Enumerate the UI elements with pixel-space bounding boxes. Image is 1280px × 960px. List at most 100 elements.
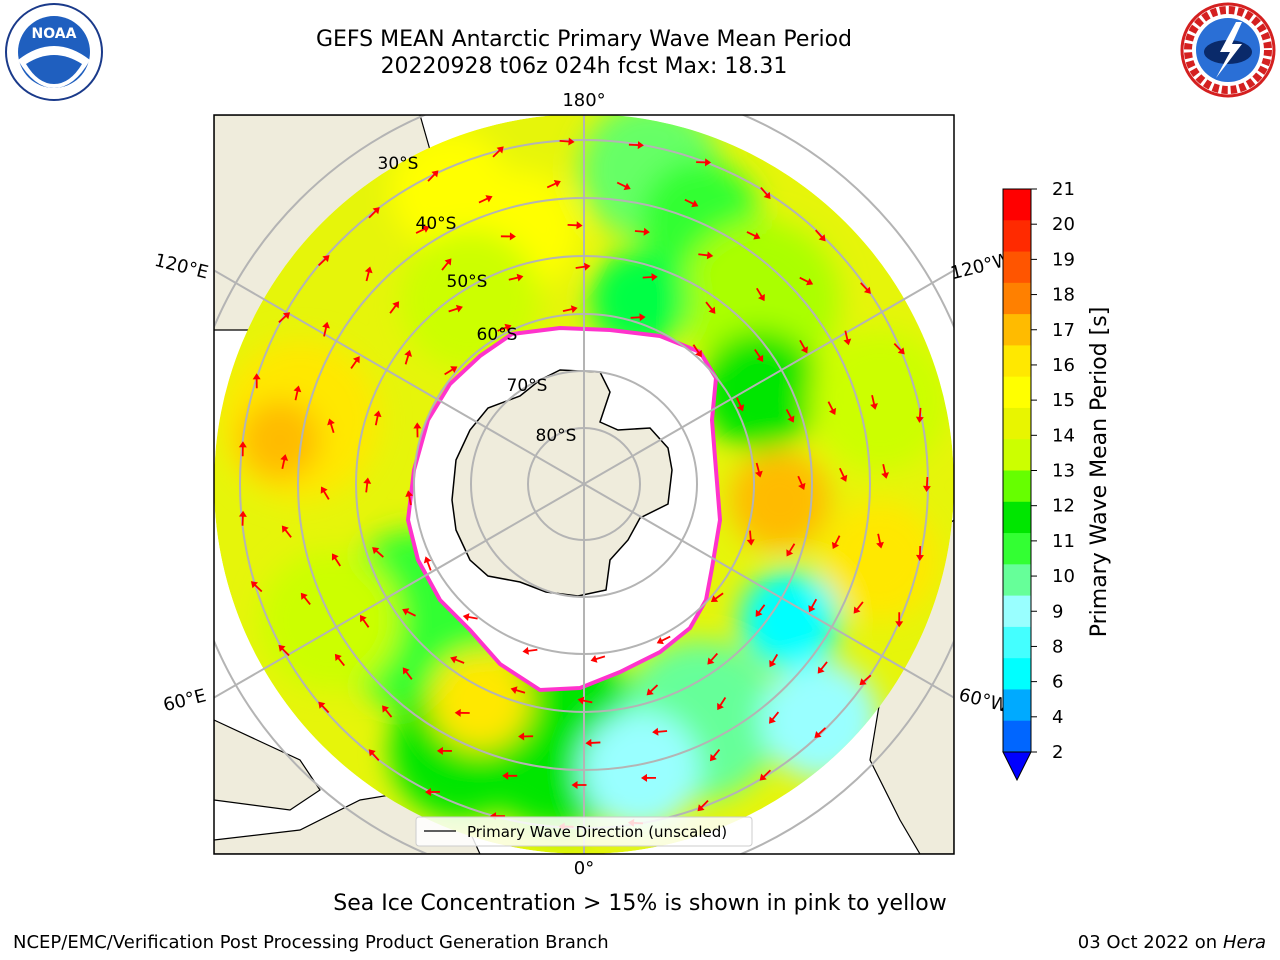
- direction-arrow: [293, 385, 302, 401]
- direction-arrow: [831, 535, 841, 550]
- direction-arrow: [756, 287, 765, 302]
- meridian-line-1: [583, 269, 954, 485]
- direction-arrow: [320, 486, 330, 500]
- colorbar-tick-label: 17: [1052, 320, 1075, 341]
- lon-label-0: 0°: [574, 858, 594, 879]
- direction-arrow: [389, 301, 400, 314]
- direction-arrow: [278, 644, 290, 657]
- direction-arrow: [697, 799, 709, 812]
- legend-label: Primary Wave Direction (unscaled): [467, 823, 727, 841]
- direction-arrow: [698, 251, 714, 260]
- colorbar-tick-label: 15: [1052, 390, 1075, 411]
- direction-arrow: [368, 749, 380, 761]
- colorbar-tick-label: 20: [1052, 214, 1075, 235]
- direction-arrow: [571, 781, 587, 790]
- direction-arrow: [402, 608, 416, 617]
- colorbar-tick-label: 19: [1052, 249, 1075, 270]
- direction-arrow: [656, 635, 671, 645]
- field-blob-7: [400, 230, 540, 370]
- direction-arrow: [642, 273, 658, 282]
- colorbar-tick-label: 10: [1052, 566, 1075, 587]
- field-blob-3: [700, 330, 820, 450]
- colorbar-segment-0: [1003, 189, 1031, 221]
- direction-arrow: [575, 262, 591, 271]
- lon-label-60w: 60°W: [957, 684, 1011, 716]
- direction-arrow: [300, 592, 311, 606]
- direction-arrow: [585, 738, 601, 747]
- colorbar-segment-4: [1003, 314, 1031, 346]
- direction-arrow: [915, 545, 924, 561]
- direction-arrow: [522, 646, 538, 655]
- colorbar-segment-15: [1003, 658, 1031, 690]
- direction-arrow: [710, 592, 724, 602]
- colorbar-segment-10: [1003, 501, 1031, 534]
- direction-arrow: [562, 305, 578, 314]
- colorbar-tick-label: 8: [1052, 636, 1063, 657]
- noaa-logo: NOAA: [4, 2, 104, 106]
- direction-arrow: [238, 441, 247, 457]
- lon-label-120e: 120°E: [152, 250, 210, 284]
- colorbar-segment-2: [1003, 251, 1031, 284]
- lat-label-40s: 40°S: [416, 214, 457, 234]
- direction-arrow: [404, 349, 413, 365]
- colorbar-tick-label: 2: [1052, 742, 1063, 763]
- footer-date: 03 Oct 2022 on Hera: [1078, 932, 1266, 953]
- direction-arrow: [859, 674, 872, 686]
- field-blob-21: [430, 650, 530, 750]
- direction-arrow: [436, 746, 452, 755]
- direction-arrow: [317, 255, 330, 267]
- direction-arrow: [402, 667, 413, 680]
- direction-arrow: [423, 556, 432, 571]
- lat-label-30s: 30°S: [378, 154, 419, 174]
- direction-arrow: [839, 467, 848, 482]
- direction-arrow: [250, 581, 263, 593]
- colorbar-tick-label: 13: [1052, 461, 1075, 482]
- direction-arrow: [322, 321, 330, 337]
- direction-arrow: [577, 696, 593, 705]
- direction-arrow: [500, 232, 516, 241]
- footer-date-text: 03 Oct 2022 on: [1077, 932, 1223, 953]
- direction-arrow: [252, 373, 261, 389]
- chart-subtitle: 20220928 t06z 024h fcst Max: 18.31: [380, 54, 788, 79]
- direction-arrow: [630, 313, 646, 322]
- direction-arrow: [448, 304, 463, 313]
- direction-arrow: [405, 490, 414, 506]
- direction-arrow: [684, 198, 699, 208]
- field-blob-17: [810, 330, 950, 470]
- colorbar-tick-label: 11: [1052, 531, 1075, 552]
- direction-arrow: [768, 711, 780, 724]
- direction-arrow: [415, 225, 430, 234]
- direction-arrow: [462, 613, 478, 621]
- nws-logo: [1176, 0, 1280, 104]
- direction-arrow: [646, 684, 659, 696]
- meridian-line-5: [214, 269, 585, 485]
- colorbar-segment-8: [1003, 439, 1031, 471]
- colorbar-segment-5: [1003, 345, 1031, 378]
- direction-arrow: [497, 323, 512, 332]
- direction-arrow: [510, 686, 526, 695]
- colorbar-segment-6: [1003, 376, 1031, 409]
- meridian-line-2: [583, 483, 954, 699]
- field-blob-2: [680, 220, 840, 380]
- colorbar-segment-9: [1003, 470, 1031, 503]
- direction-arrow: [769, 653, 779, 668]
- colorbar-segment-17: [1003, 720, 1031, 753]
- sea-ice-caption: Sea Ice Concentration > 15% is shown in …: [333, 891, 947, 916]
- field-blob-9: [240, 400, 320, 480]
- colorbar-extend-triangle: [1002, 751, 1032, 782]
- lat-label-70s: 70°S: [507, 376, 548, 396]
- direction-arrow: [717, 697, 727, 711]
- direction-arrow: [363, 477, 372, 493]
- colorbar-tick-label: 9: [1052, 601, 1063, 622]
- direction-arrow: [707, 652, 719, 665]
- direction-arrow: [280, 454, 289, 470]
- direction-arrow: [478, 195, 493, 204]
- direction-arrow: [616, 181, 631, 191]
- direction-arrow: [364, 266, 373, 282]
- direction-arrow: [876, 533, 884, 549]
- colorbar-tick-label: 14: [1052, 425, 1075, 446]
- colorbar-tick-label: 21: [1052, 179, 1075, 200]
- direction-arrow: [895, 612, 904, 628]
- direction-arrow: [492, 146, 504, 158]
- field-blob-16: [260, 550, 400, 690]
